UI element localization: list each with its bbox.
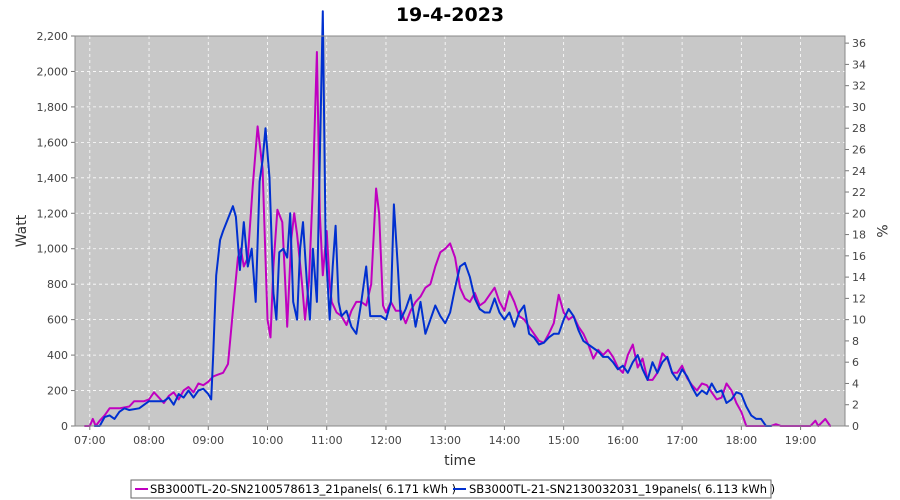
y2-tick-label: 24 [852, 165, 866, 178]
y2-tick-label: 36 [852, 37, 866, 50]
y2-axis-label: % [873, 224, 889, 237]
y2-tick-label: 16 [852, 250, 866, 263]
x-tick-label: 15:00 [548, 434, 580, 447]
y-tick-label: 1,000 [37, 243, 69, 256]
series-line-2 [93, 10, 772, 427]
x-tick-label: 10:00 [252, 434, 284, 447]
x-tick-label: 07:00 [74, 434, 106, 447]
y-tick-label: 200 [47, 385, 68, 398]
chart-title: 19-4-2023 [396, 4, 504, 26]
y2-tick-label: 20 [852, 207, 866, 220]
x-tick-label: 17:00 [666, 434, 698, 447]
plot-border [74, 35, 846, 427]
y2-tick-label: 34 [852, 58, 866, 71]
y2-tick-label: 0 [852, 420, 859, 433]
y2-tick-label: 8 [852, 335, 859, 348]
x-tick-label: 13:00 [429, 434, 461, 447]
y2-tick-label: 6 [852, 356, 859, 369]
legend-label-sb3000tl-21: SB3000TL-21-SN2130032031_19panels( 6.113… [469, 482, 775, 496]
y2-tick-label: 14 [852, 271, 866, 284]
x-tick-label: 14:00 [489, 434, 521, 447]
y2-tick-label: 12 [852, 292, 866, 305]
y2-tick-label: 28 [852, 122, 866, 135]
x-tick-label: 12:00 [370, 434, 402, 447]
y-tick-label: 0 [61, 420, 68, 433]
series-layer [83, 10, 832, 427]
legend-box [130, 479, 772, 499]
x-tick-label: 18:00 [725, 434, 757, 447]
plot-area [75, 36, 845, 426]
y2-tick-label: 18 [852, 229, 866, 242]
axes: 02004006008001,0001,2001,4001,6001,8002,… [37, 30, 867, 447]
y2-tick-label: 4 [852, 377, 859, 390]
y2-tick-label: 10 [852, 314, 866, 327]
y2-tick-label: 32 [852, 80, 866, 93]
y-tick-label: 800 [47, 278, 68, 291]
y-tick-label: 1,200 [37, 207, 69, 220]
y2-tick-label: 22 [852, 186, 866, 199]
y-tick-label: 1,400 [37, 172, 69, 185]
y-tick-label: 1,800 [37, 101, 69, 114]
y-tick-label: 1,600 [37, 136, 69, 149]
y-tick-label: 2,000 [37, 65, 69, 78]
y-tick-label: 2,200 [37, 30, 69, 43]
legend: SB3000TL-20-SN2100578613_21panels( 6.171… [130, 479, 775, 499]
series-line-1 [83, 51, 832, 427]
legend-label-sb3000tl-20: SB3000TL-20-SN2100578613_21panels( 6.171… [150, 482, 456, 496]
x-tick-label: 16:00 [607, 434, 639, 447]
y-tick-label: 600 [47, 314, 68, 327]
x-axis-label: time [444, 453, 476, 469]
y2-tick-label: 26 [852, 143, 866, 156]
grid-lines [75, 35, 845, 427]
x-tick-label: 08:00 [133, 434, 165, 447]
x-tick-label: 19:00 [785, 434, 817, 447]
y-tick-label: 400 [47, 349, 68, 362]
y-axis-label: Watt [14, 214, 30, 247]
y2-tick-label: 30 [852, 101, 866, 114]
y2-tick-label: 2 [852, 399, 859, 412]
x-tick-label: 11:00 [311, 434, 343, 447]
x-tick-label: 09:00 [192, 434, 224, 447]
